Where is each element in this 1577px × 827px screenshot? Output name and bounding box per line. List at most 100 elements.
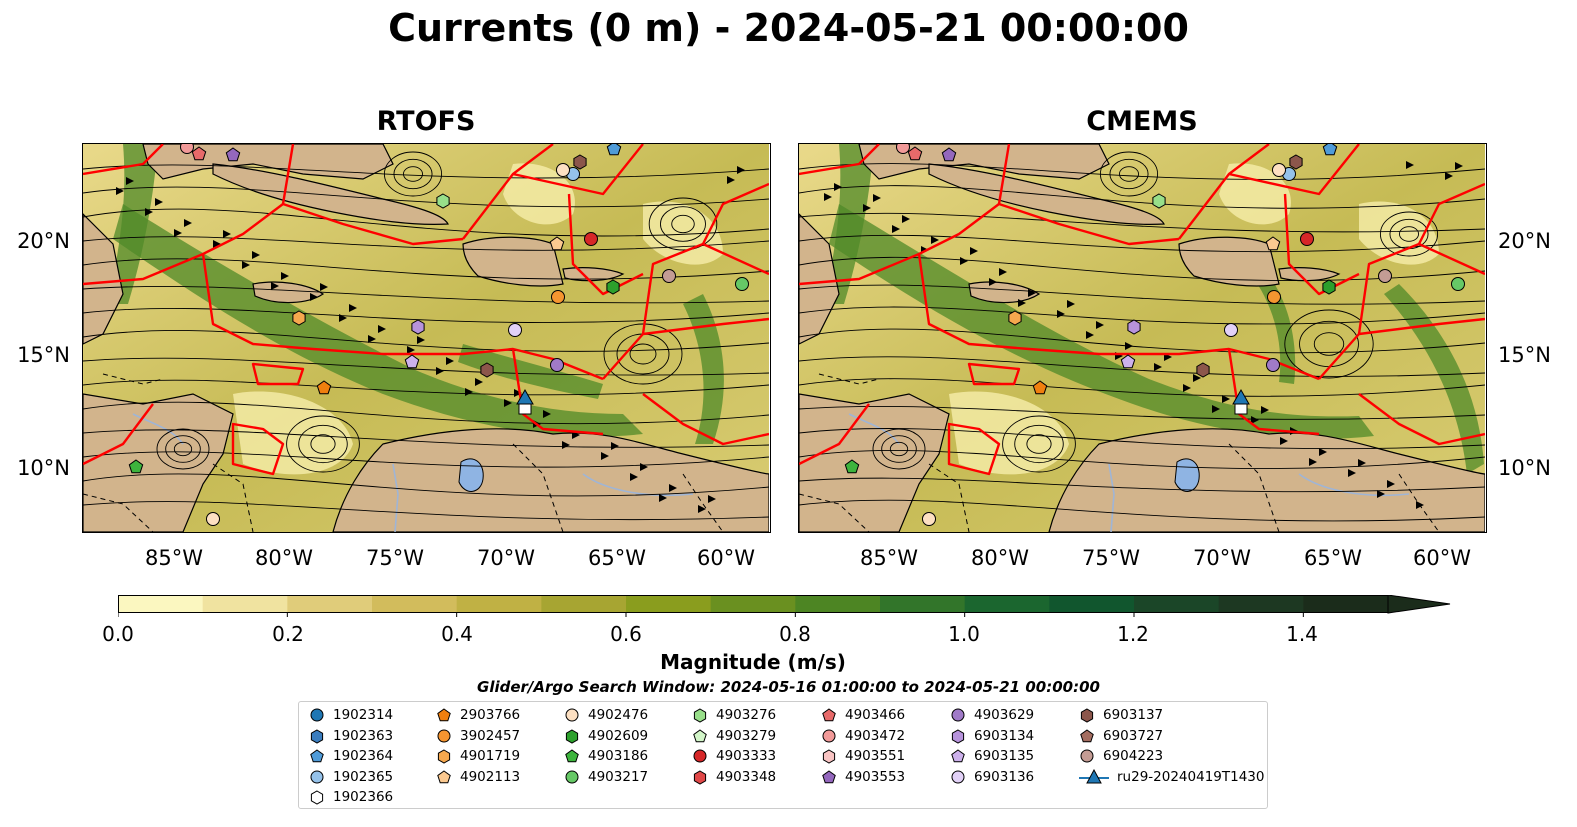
flow-arrowhead (708, 495, 716, 503)
land-mass (1278, 267, 1341, 282)
legend-label: 4903186 (588, 748, 649, 764)
eddy-streamline (1002, 415, 1076, 473)
argo-float-marker (584, 232, 598, 246)
legend-label: 3902457 (460, 727, 521, 744)
flow-arrowhead (1377, 490, 1385, 498)
colorbar-segment (1049, 595, 1135, 613)
argo-float-marker (436, 193, 450, 209)
eddy-streamline (1313, 332, 1345, 356)
legend-entry: 4902609 (564, 726, 648, 746)
argo-float-marker (292, 310, 306, 326)
rtofs-map (82, 143, 771, 533)
colorbar-segment (710, 595, 796, 613)
colorbar-segment (964, 595, 1050, 613)
argo-float-marker (549, 236, 565, 251)
flow-arrowhead (659, 494, 667, 502)
country-border (799, 493, 870, 532)
legend-circle-icon (565, 708, 579, 722)
flow-arrowhead (349, 304, 357, 312)
legend-label: 4902476 (588, 707, 649, 723)
eddy-streamline (1399, 226, 1419, 242)
legend-entry: 4903217 (564, 767, 648, 787)
legend-label: 1902363 (333, 727, 394, 744)
argo-float-marker (922, 512, 936, 526)
argo-float-marker (1032, 380, 1048, 395)
river (582, 473, 694, 497)
legend-pentagon-icon (822, 708, 836, 722)
eez-boundary (511, 348, 604, 436)
lake-maracaibo (1174, 458, 1200, 492)
flow-arrowhead (242, 261, 250, 269)
fast-current-band (108, 144, 158, 304)
legend-pentagon-icon (693, 728, 707, 742)
flow-arrowhead (737, 166, 745, 174)
eez-boundary (1358, 393, 1485, 446)
figure-title: Currents (0 m) - 2024-05-21 00:00:00 (388, 6, 1189, 50)
streamline (83, 451, 769, 468)
eez-boundary (799, 144, 880, 176)
streamline (83, 473, 769, 497)
flow-arrowhead (1086, 331, 1094, 339)
colorbar-segment (541, 595, 627, 613)
flow-arrowhead (1280, 437, 1288, 445)
legend-label: 1902365 (333, 768, 394, 785)
legend-circle-icon (437, 729, 451, 742)
streamline (83, 501, 769, 521)
flow-arrowhead (116, 187, 124, 195)
legend-label: 4903333 (716, 748, 777, 764)
cmems-map (798, 143, 1487, 533)
flow-arrowhead (213, 240, 221, 248)
country-border (1228, 443, 1280, 532)
legend-pentagon-icon (951, 749, 965, 763)
legend-entry: 3902457 (436, 726, 520, 746)
legend-label: 6903136 (974, 768, 1035, 785)
eez-boundary (1283, 193, 1360, 296)
legend-label: 4901719 (460, 748, 521, 764)
argo-float-marker (1322, 279, 1336, 295)
lat-label-15n-right: 15°N (1498, 343, 1551, 367)
eddy-streamline (1109, 158, 1149, 190)
legend-entry: 2903766 (436, 705, 520, 725)
colorbar-segment (795, 595, 881, 613)
flow-arrowhead (126, 177, 134, 185)
lat-label-10n-right: 10°N (1498, 456, 1551, 480)
lon-label-75w-right: 75°W (1082, 546, 1140, 570)
legend-hexagon-icon (693, 708, 707, 723)
eez-boundary (281, 144, 295, 205)
legend-entry: 6903727 (1079, 726, 1163, 746)
colorbar-segment (1303, 595, 1389, 613)
fast-current-band (1249, 264, 1296, 384)
streamline (83, 401, 769, 425)
eez-boundary (967, 362, 1021, 386)
legend-label: 6903135 (974, 748, 1035, 764)
eez-boundary (1228, 144, 1360, 196)
country-border (83, 493, 154, 532)
argo-float-marker (411, 319, 425, 335)
legend-pentagon-icon (437, 769, 451, 783)
streamline (799, 477, 1485, 493)
eddy-streamline (156, 428, 210, 470)
eez-boundary (83, 202, 464, 286)
lon-label-85w-left: 85°W (145, 546, 203, 570)
land-mass (1048, 428, 1485, 532)
argo-float-marker (1267, 290, 1281, 304)
legend-label: 4903348 (716, 768, 777, 785)
argo-float-marker (191, 146, 207, 161)
fast-current-band (824, 144, 874, 304)
eez-boundary (83, 144, 164, 176)
fast-current-band (458, 344, 603, 399)
argo-float-marker (573, 154, 587, 170)
lon-label-65w-left: 65°W (588, 546, 646, 570)
eddy-streamline (1284, 309, 1374, 379)
argo-float-marker (896, 144, 910, 154)
eddy-streamline (660, 206, 706, 242)
legend-entry: 4903551 (821, 746, 905, 766)
argo-float-marker (1272, 163, 1286, 177)
country-border (928, 463, 970, 532)
colorbar-segment (880, 595, 966, 613)
flow-arrowhead (1455, 162, 1463, 170)
flow-arrowhead (1028, 289, 1036, 297)
flow-arrowhead (407, 346, 415, 354)
flow-arrowhead (989, 278, 997, 286)
flow-arrowhead (669, 484, 677, 492)
